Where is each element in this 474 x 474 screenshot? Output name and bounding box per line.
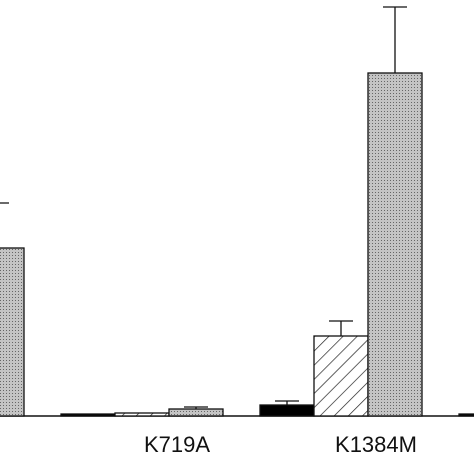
bar [0,247,25,417]
bar [313,335,369,417]
bar [367,72,423,417]
bar [458,413,474,417]
bar [114,412,170,417]
x-tick-label: K719A [144,432,210,457]
x-tick-label: K1384M [335,432,417,457]
bar [168,408,224,417]
bar [259,404,315,417]
bar [60,413,116,417]
